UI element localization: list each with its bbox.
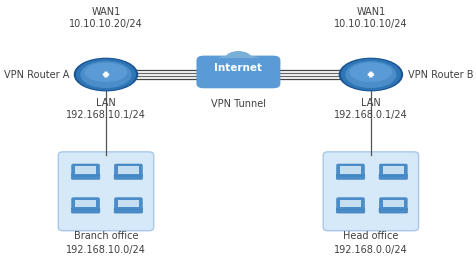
FancyBboxPatch shape bbox=[336, 164, 364, 176]
Ellipse shape bbox=[239, 57, 261, 71]
FancyBboxPatch shape bbox=[378, 174, 407, 179]
Ellipse shape bbox=[85, 63, 126, 81]
Ellipse shape bbox=[81, 62, 130, 87]
FancyBboxPatch shape bbox=[379, 164, 407, 176]
Ellipse shape bbox=[341, 59, 399, 90]
FancyBboxPatch shape bbox=[75, 200, 96, 208]
FancyBboxPatch shape bbox=[336, 174, 364, 179]
FancyBboxPatch shape bbox=[118, 200, 139, 208]
Text: Internet: Internet bbox=[214, 63, 262, 73]
FancyBboxPatch shape bbox=[382, 200, 403, 208]
Ellipse shape bbox=[350, 63, 391, 81]
FancyBboxPatch shape bbox=[339, 200, 360, 208]
FancyBboxPatch shape bbox=[71, 208, 99, 213]
FancyBboxPatch shape bbox=[71, 164, 99, 176]
FancyBboxPatch shape bbox=[379, 198, 407, 210]
FancyBboxPatch shape bbox=[336, 198, 364, 210]
FancyBboxPatch shape bbox=[75, 166, 96, 174]
FancyBboxPatch shape bbox=[208, 58, 268, 75]
FancyBboxPatch shape bbox=[58, 152, 153, 231]
Text: Branch office
192.168.10.0/24: Branch office 192.168.10.0/24 bbox=[66, 231, 146, 255]
Text: VPN Tunnel: VPN Tunnel bbox=[210, 99, 266, 109]
Ellipse shape bbox=[338, 58, 402, 91]
FancyBboxPatch shape bbox=[339, 166, 360, 174]
Text: VPN Router B: VPN Router B bbox=[407, 69, 472, 80]
FancyBboxPatch shape bbox=[114, 164, 142, 176]
FancyBboxPatch shape bbox=[323, 152, 418, 231]
FancyBboxPatch shape bbox=[196, 56, 280, 88]
Ellipse shape bbox=[225, 52, 251, 67]
FancyBboxPatch shape bbox=[336, 208, 364, 213]
Text: VPN Router A: VPN Router A bbox=[4, 69, 69, 80]
FancyBboxPatch shape bbox=[114, 208, 142, 213]
Ellipse shape bbox=[215, 57, 237, 71]
Text: LAN
192.168.0.1/24: LAN 192.168.0.1/24 bbox=[333, 98, 407, 120]
Text: WAN1
10.10.10.10/24: WAN1 10.10.10.10/24 bbox=[333, 7, 407, 29]
Ellipse shape bbox=[74, 58, 137, 91]
FancyBboxPatch shape bbox=[382, 166, 403, 174]
Ellipse shape bbox=[77, 59, 135, 90]
Ellipse shape bbox=[345, 62, 395, 87]
FancyBboxPatch shape bbox=[114, 198, 142, 210]
Text: LAN
192.168.10.1/24: LAN 192.168.10.1/24 bbox=[66, 98, 146, 120]
Text: WAN1
10.10.10.20/24: WAN1 10.10.10.20/24 bbox=[69, 7, 142, 29]
FancyBboxPatch shape bbox=[114, 174, 142, 179]
FancyBboxPatch shape bbox=[378, 208, 407, 213]
FancyBboxPatch shape bbox=[71, 198, 99, 210]
FancyBboxPatch shape bbox=[118, 166, 139, 174]
Text: Head office
192.168.0.0/24: Head office 192.168.0.0/24 bbox=[333, 231, 407, 255]
FancyBboxPatch shape bbox=[71, 174, 99, 179]
